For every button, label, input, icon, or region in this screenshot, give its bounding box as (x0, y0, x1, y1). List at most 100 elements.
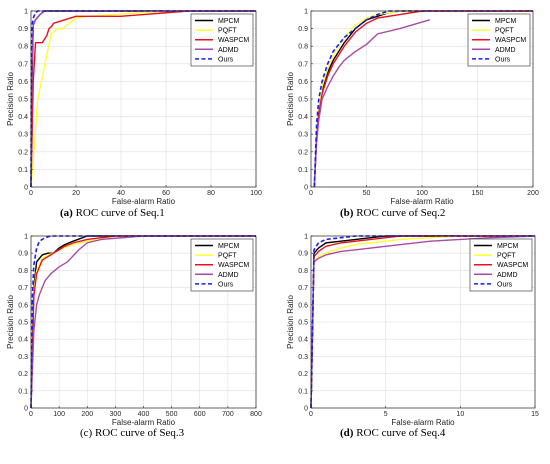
y-tick-label: 0.4 (298, 114, 308, 121)
x-tick-label: 800 (250, 411, 262, 418)
panel-letter: (d) (340, 427, 354, 439)
y-tick-label: 0 (304, 406, 308, 413)
series-line-waspcm (30, 10, 256, 188)
panel-caption-text: ROC curve of Seq.1 (73, 207, 165, 219)
panel-caption-text: ROC curve of Seq.4 (353, 427, 445, 439)
y-tick-label: 1 (304, 9, 308, 16)
series-line-pqft (310, 235, 535, 409)
legend-label-mpcm: MPCM (218, 243, 240, 250)
legend-label-admd: ADMD (495, 47, 516, 54)
x-tick-label: 80 (207, 190, 215, 197)
y-axis-label: Precision Ratio (286, 72, 295, 126)
chart-panel-3: 0 100 200 300 400 500 600 700 800 0 0.1 0.2 0.3 0.4 0.… (6, 234, 262, 440)
legend-label-ours: Ours (218, 281, 234, 288)
y-tick-label: 0.2 (298, 371, 308, 378)
y-tick-label: 0.7 (298, 285, 308, 292)
legend-label-pqft: PQFT (497, 253, 516, 260)
x-tick-label: 15 (531, 411, 539, 418)
y-tick-label: 0.1 (18, 167, 28, 174)
y-tick-label: 0.2 (18, 149, 28, 156)
y-tick-label: 1 (24, 234, 28, 241)
legend-label-admd: ADMD (218, 47, 239, 54)
y-tick-label: 0.5 (298, 320, 308, 327)
x-tick-label: 0 (309, 411, 313, 418)
x-tick-label: 600 (194, 411, 206, 418)
x-tick-label: 500 (166, 411, 178, 418)
legend-label-mpcm: MPCM (495, 18, 517, 25)
series-line-admd (310, 235, 536, 409)
legend-label-ours: Ours (495, 56, 511, 63)
y-tick-label: 0.2 (18, 371, 28, 378)
y-axis-label: Precision Ratio (6, 295, 15, 349)
x-tick-label: 40 (117, 190, 125, 197)
y-tick-label: 0.8 (298, 44, 308, 51)
y-tick-label: 0.5 (18, 320, 28, 327)
legend-label-pqft: PQFT (218, 253, 237, 260)
y-tick-label: 0.4 (298, 337, 308, 344)
y-tick-label: 0 (304, 185, 308, 192)
y-tick-label: 0.4 (18, 114, 28, 121)
x-tick-label: 100 (250, 190, 262, 197)
chart-panel-2: 0 50 100 150 200 0 0.1 0.2 0.3 0.4 0.5 0.6 0.7 0.8 0.9… (286, 9, 539, 220)
legend-label-mpcm: MPCM (218, 18, 240, 25)
x-axis-label: False-alarm Ratio (112, 418, 176, 427)
panel-caption: (d) ROC curve of Seq.4 (340, 427, 446, 439)
x-tick-label: 0 (29, 190, 33, 197)
y-tick-label: 0.6 (18, 79, 28, 86)
legend-label-waspcm: WASPCM (495, 37, 526, 44)
y-tick-label: 0.8 (18, 268, 28, 275)
panel-letter: (b) (340, 207, 354, 219)
legend-label-pqft: PQFT (218, 28, 237, 35)
x-tick-label: 20 (72, 190, 80, 197)
panel-caption: (a) ROC curve of Seq.1 (60, 207, 165, 219)
x-tick-label: 5 (384, 411, 388, 418)
x-tick-label: 200 (527, 190, 539, 197)
y-tick-label: 0.5 (298, 97, 308, 104)
legend-label-admd: ADMD (218, 272, 239, 279)
x-tick-label: 400 (138, 411, 150, 418)
x-tick-label: 0 (309, 190, 313, 197)
y-tick-label: 0.3 (18, 354, 28, 361)
x-tick-label: 100 (416, 190, 428, 197)
x-tick-label: 50 (363, 190, 371, 197)
x-axis-label: False-alarm Ratio (390, 197, 454, 206)
y-tick-label: 0.1 (298, 388, 308, 395)
x-tick-label: 300 (110, 411, 122, 418)
chart-panel-4: 0 5 10 15 0 0.1 0.2 0.3 0.4 0.5 0.6 0.7 0.8 0.9 1 False… (286, 234, 539, 440)
series-line-ours (313, 10, 533, 188)
legend-label-ours: Ours (497, 281, 513, 288)
x-axis-label: False-alarm Ratio (391, 418, 455, 427)
panel-caption: (c) ROC curve of Seq.3 (80, 427, 185, 439)
legend-label-admd: ADMD (497, 272, 518, 279)
x-axis-label: False-alarm Ratio (112, 197, 176, 206)
legend-label-pqft: PQFT (495, 28, 514, 35)
y-tick-label: 0.9 (298, 26, 308, 33)
y-tick-label: 0.9 (18, 251, 28, 258)
y-tick-label: 0.3 (298, 354, 308, 361)
series-line-admd (313, 19, 430, 188)
y-tick-label: 0 (24, 406, 28, 413)
series-line-waspcm (30, 235, 256, 409)
panel-caption-text: (c) ROC curve of Seq.3 (80, 427, 185, 439)
x-tick-label: 700 (222, 411, 234, 418)
y-tick-label: 0.9 (298, 251, 308, 258)
y-tick-label: 0.1 (18, 388, 28, 395)
x-tick-label: 100 (53, 411, 65, 418)
legend-label-waspcm: WASPCM (218, 262, 249, 269)
y-tick-label: 0.7 (18, 61, 28, 68)
y-tick-label: 0.6 (298, 79, 308, 86)
y-axis-label: Precision Ratio (6, 72, 15, 126)
y-tick-label: 0.9 (18, 26, 28, 33)
x-tick-label: 150 (472, 190, 484, 197)
chart-panel-1: 0 20 40 60 80 100 0 0.1 0.2 0.3 0.4 0.5 0.6 0.7 0.8 0.9… (6, 9, 262, 220)
y-tick-label: 0.3 (18, 132, 28, 139)
y-tick-label: 0 (24, 185, 28, 192)
legend-label-waspcm: WASPCM (497, 262, 528, 269)
y-tick-label: 0.6 (18, 302, 28, 309)
x-tick-label: 200 (81, 411, 93, 418)
y-tick-label: 0.3 (298, 132, 308, 139)
legend-label-ours: Ours (218, 56, 234, 63)
y-tick-label: 0.8 (298, 268, 308, 275)
